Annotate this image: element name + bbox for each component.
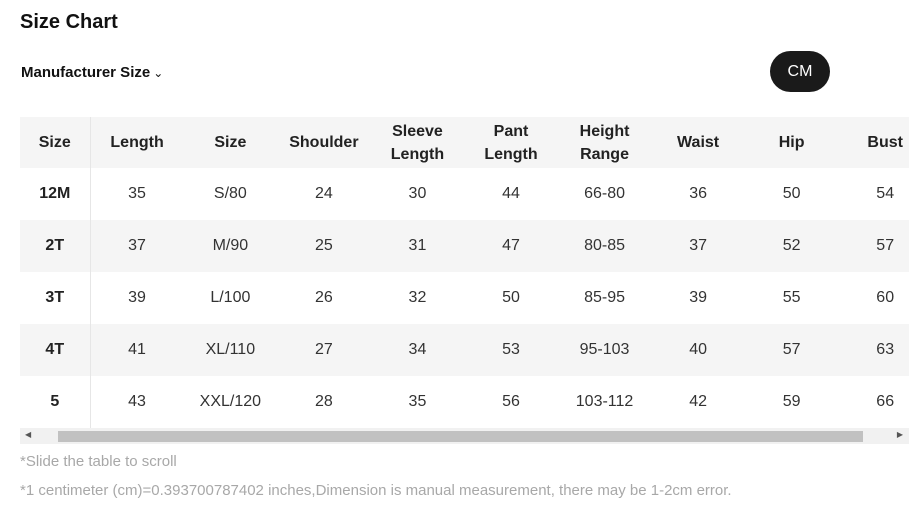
table-cell: 57: [876, 237, 895, 254]
unit-cm-button[interactable]: CM: [770, 51, 830, 92]
measurement-note: *1 centimeter (cm)=0.393700787402 inches…: [20, 482, 732, 499]
scroll-left-arrow-icon[interactable]: ◀: [25, 430, 32, 439]
dropdown-label: Manufacturer Size: [21, 64, 151, 81]
page-title: Size Chart: [20, 11, 118, 33]
table-cell: 52: [782, 237, 801, 254]
table-cell: 41: [128, 341, 146, 358]
table-cell: XL/110: [205, 341, 256, 358]
column-header: Sleeve Length: [390, 122, 445, 163]
column-header: Bust: [867, 134, 903, 151]
table-row: 5 43 XXL/120 28 35 56 103-112 42 59 66: [20, 376, 909, 428]
horizontal-scrollbar[interactable]: ◀ ▶: [20, 428, 909, 444]
scroll-right-arrow-icon[interactable]: ▶: [896, 430, 903, 439]
table-cell: 36: [689, 185, 707, 202]
column-header: Size: [20, 117, 91, 168]
table-cell: 32: [408, 289, 427, 306]
table-cell: S/80: [213, 185, 247, 202]
table-cell: 37: [689, 237, 707, 254]
scroll-note: *Slide the table to scroll: [20, 453, 177, 470]
table-cell: 3T: [20, 272, 91, 324]
table-cell: 103-112: [575, 393, 634, 410]
column-header: Waist: [677, 134, 720, 151]
column-header: Pant Length: [484, 122, 538, 163]
table-cell: 60: [876, 289, 895, 306]
table-header-row: Size Length Size Shoulder Sleeve Length Pant Le…: [20, 117, 909, 168]
table-cell: 27: [315, 341, 333, 358]
table-cell: XXL/120: [199, 393, 262, 410]
table-cell: 66: [876, 393, 895, 410]
table-cell: 57: [782, 341, 801, 358]
table-cell: 25: [315, 237, 333, 254]
table-cell: 39: [128, 289, 146, 306]
table-cell: L/100: [210, 289, 251, 306]
table-cell: 50: [502, 289, 520, 306]
table-cell: 44: [502, 185, 520, 202]
table-cell: 35: [128, 185, 146, 202]
table-cell: 26: [315, 289, 333, 306]
column-header: Hip: [778, 134, 805, 151]
table-cell: 2T: [20, 220, 91, 272]
table-cell: 56: [502, 393, 520, 410]
chevron-down-icon: ⌄: [153, 66, 164, 80]
table-cell: 37: [128, 237, 146, 254]
table-cell: 85-95: [584, 289, 625, 306]
table-cell: 66-80: [584, 185, 625, 202]
table-cell: 30: [408, 185, 427, 202]
table-cell: 47: [502, 237, 520, 254]
table-cell: 40: [689, 341, 707, 358]
table-cell: 43: [128, 393, 146, 410]
column-header: Length: [110, 134, 164, 151]
table-cell: 59: [782, 393, 801, 410]
table-cell: 39: [689, 289, 707, 306]
table-cell: 55: [782, 289, 801, 306]
scrollbar-thumb[interactable]: [58, 431, 863, 442]
table-cell: 95-103: [579, 341, 630, 358]
column-header: Shoulder: [289, 134, 359, 151]
table-row: 4T 41 XL/110 27 34 53 95-103 40 57 63: [20, 324, 909, 376]
table-cell: 63: [876, 341, 895, 358]
size-table-container[interactable]: Size Length Size Shoulder Sleeve Length Pant Le…: [20, 117, 909, 428]
table-cell: 28: [315, 393, 333, 410]
table-cell: 12M: [20, 168, 91, 220]
table-cell: 50: [782, 185, 801, 202]
column-header: Size: [214, 134, 247, 151]
table-cell: 42: [689, 393, 707, 410]
column-header: Height Range: [579, 122, 630, 163]
table-cell: 80-85: [584, 237, 625, 254]
table-cell: 4T: [20, 324, 91, 376]
table-cell: 35: [408, 393, 427, 410]
table-row: 12M 35 S/80 24 30 44 66-80 36 50 54: [20, 168, 909, 220]
table-row: 3T 39 L/100 26 32 50 85-95 39 55 60: [20, 272, 909, 324]
table-cell: 31: [408, 237, 427, 254]
table-cell: 53: [502, 341, 520, 358]
table-row: 2T 37 M/90 25 31 47 80-85 37 52 57: [20, 220, 909, 272]
table-cell: 24: [315, 185, 333, 202]
size-table: Size Length Size Shoulder Sleeve Length Pant Le…: [20, 117, 909, 428]
table-cell: M/90: [212, 237, 249, 254]
table-cell: 5: [20, 376, 91, 428]
manufacturer-size-dropdown[interactable]: Manufacturer Size ⌄: [21, 64, 163, 81]
table-cell: 34: [408, 341, 427, 358]
table-cell: 54: [876, 185, 895, 202]
